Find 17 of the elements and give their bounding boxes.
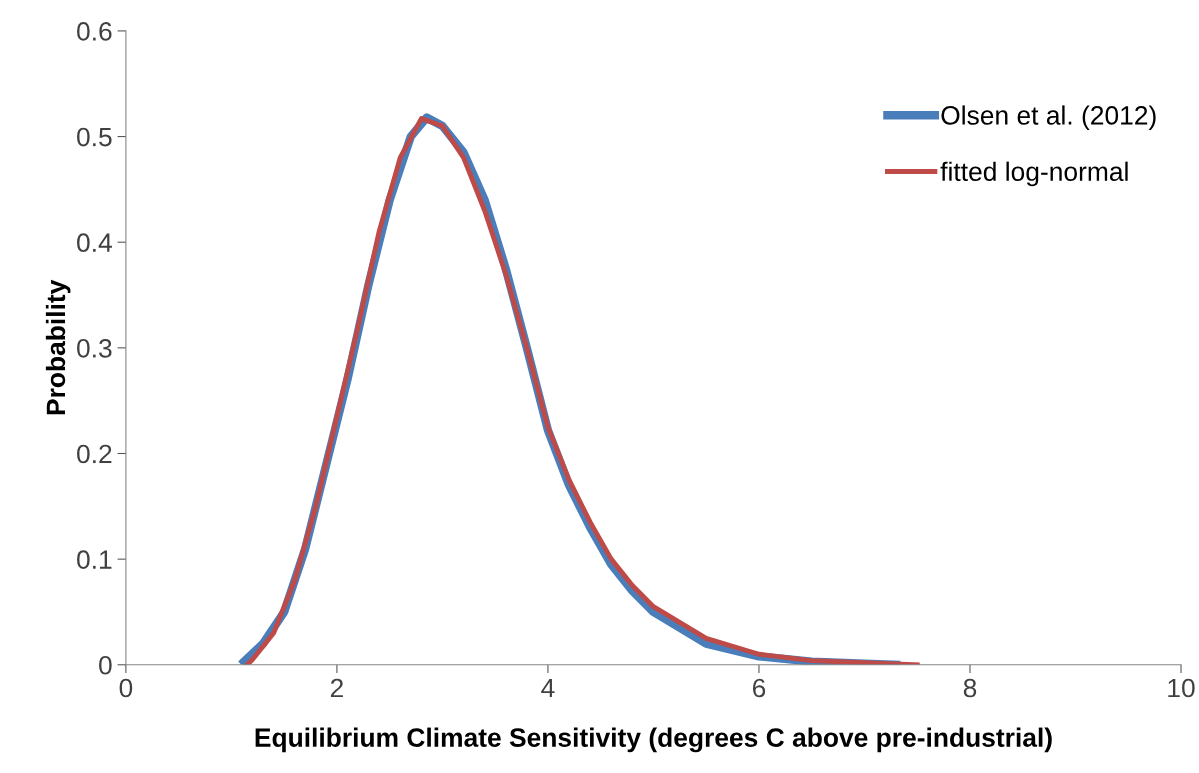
x-tick-label: 10 <box>1168 678 1195 698</box>
x-axis-title: Equilibrium Climate Sensitivity (degrees C above pre-industrial) <box>255 727 1052 753</box>
y-tick-label: 0.2 <box>77 444 112 464</box>
x-tick-label: 4 <box>541 678 555 698</box>
y-tick-label: 0.4 <box>77 233 112 253</box>
legend-label: Olsen et al. (2012) <box>941 105 1156 130</box>
y-tick-label: 0.5 <box>77 127 112 147</box>
y-tick-label: 0.1 <box>77 550 112 569</box>
x-tick-label: 2 <box>330 678 343 698</box>
x-tick-label: 8 <box>963 678 977 698</box>
x-tick-label: 6 <box>752 678 766 698</box>
y-tick-label: 0.3 <box>77 338 112 358</box>
x-tick-label: 0 <box>119 678 133 698</box>
y-tick-label: 0.6 <box>77 22 112 41</box>
y-tick-label: 0 <box>99 655 112 675</box>
legend-label: fitted log-normal <box>940 161 1128 187</box>
y-axis-title: Probability <box>45 279 71 415</box>
